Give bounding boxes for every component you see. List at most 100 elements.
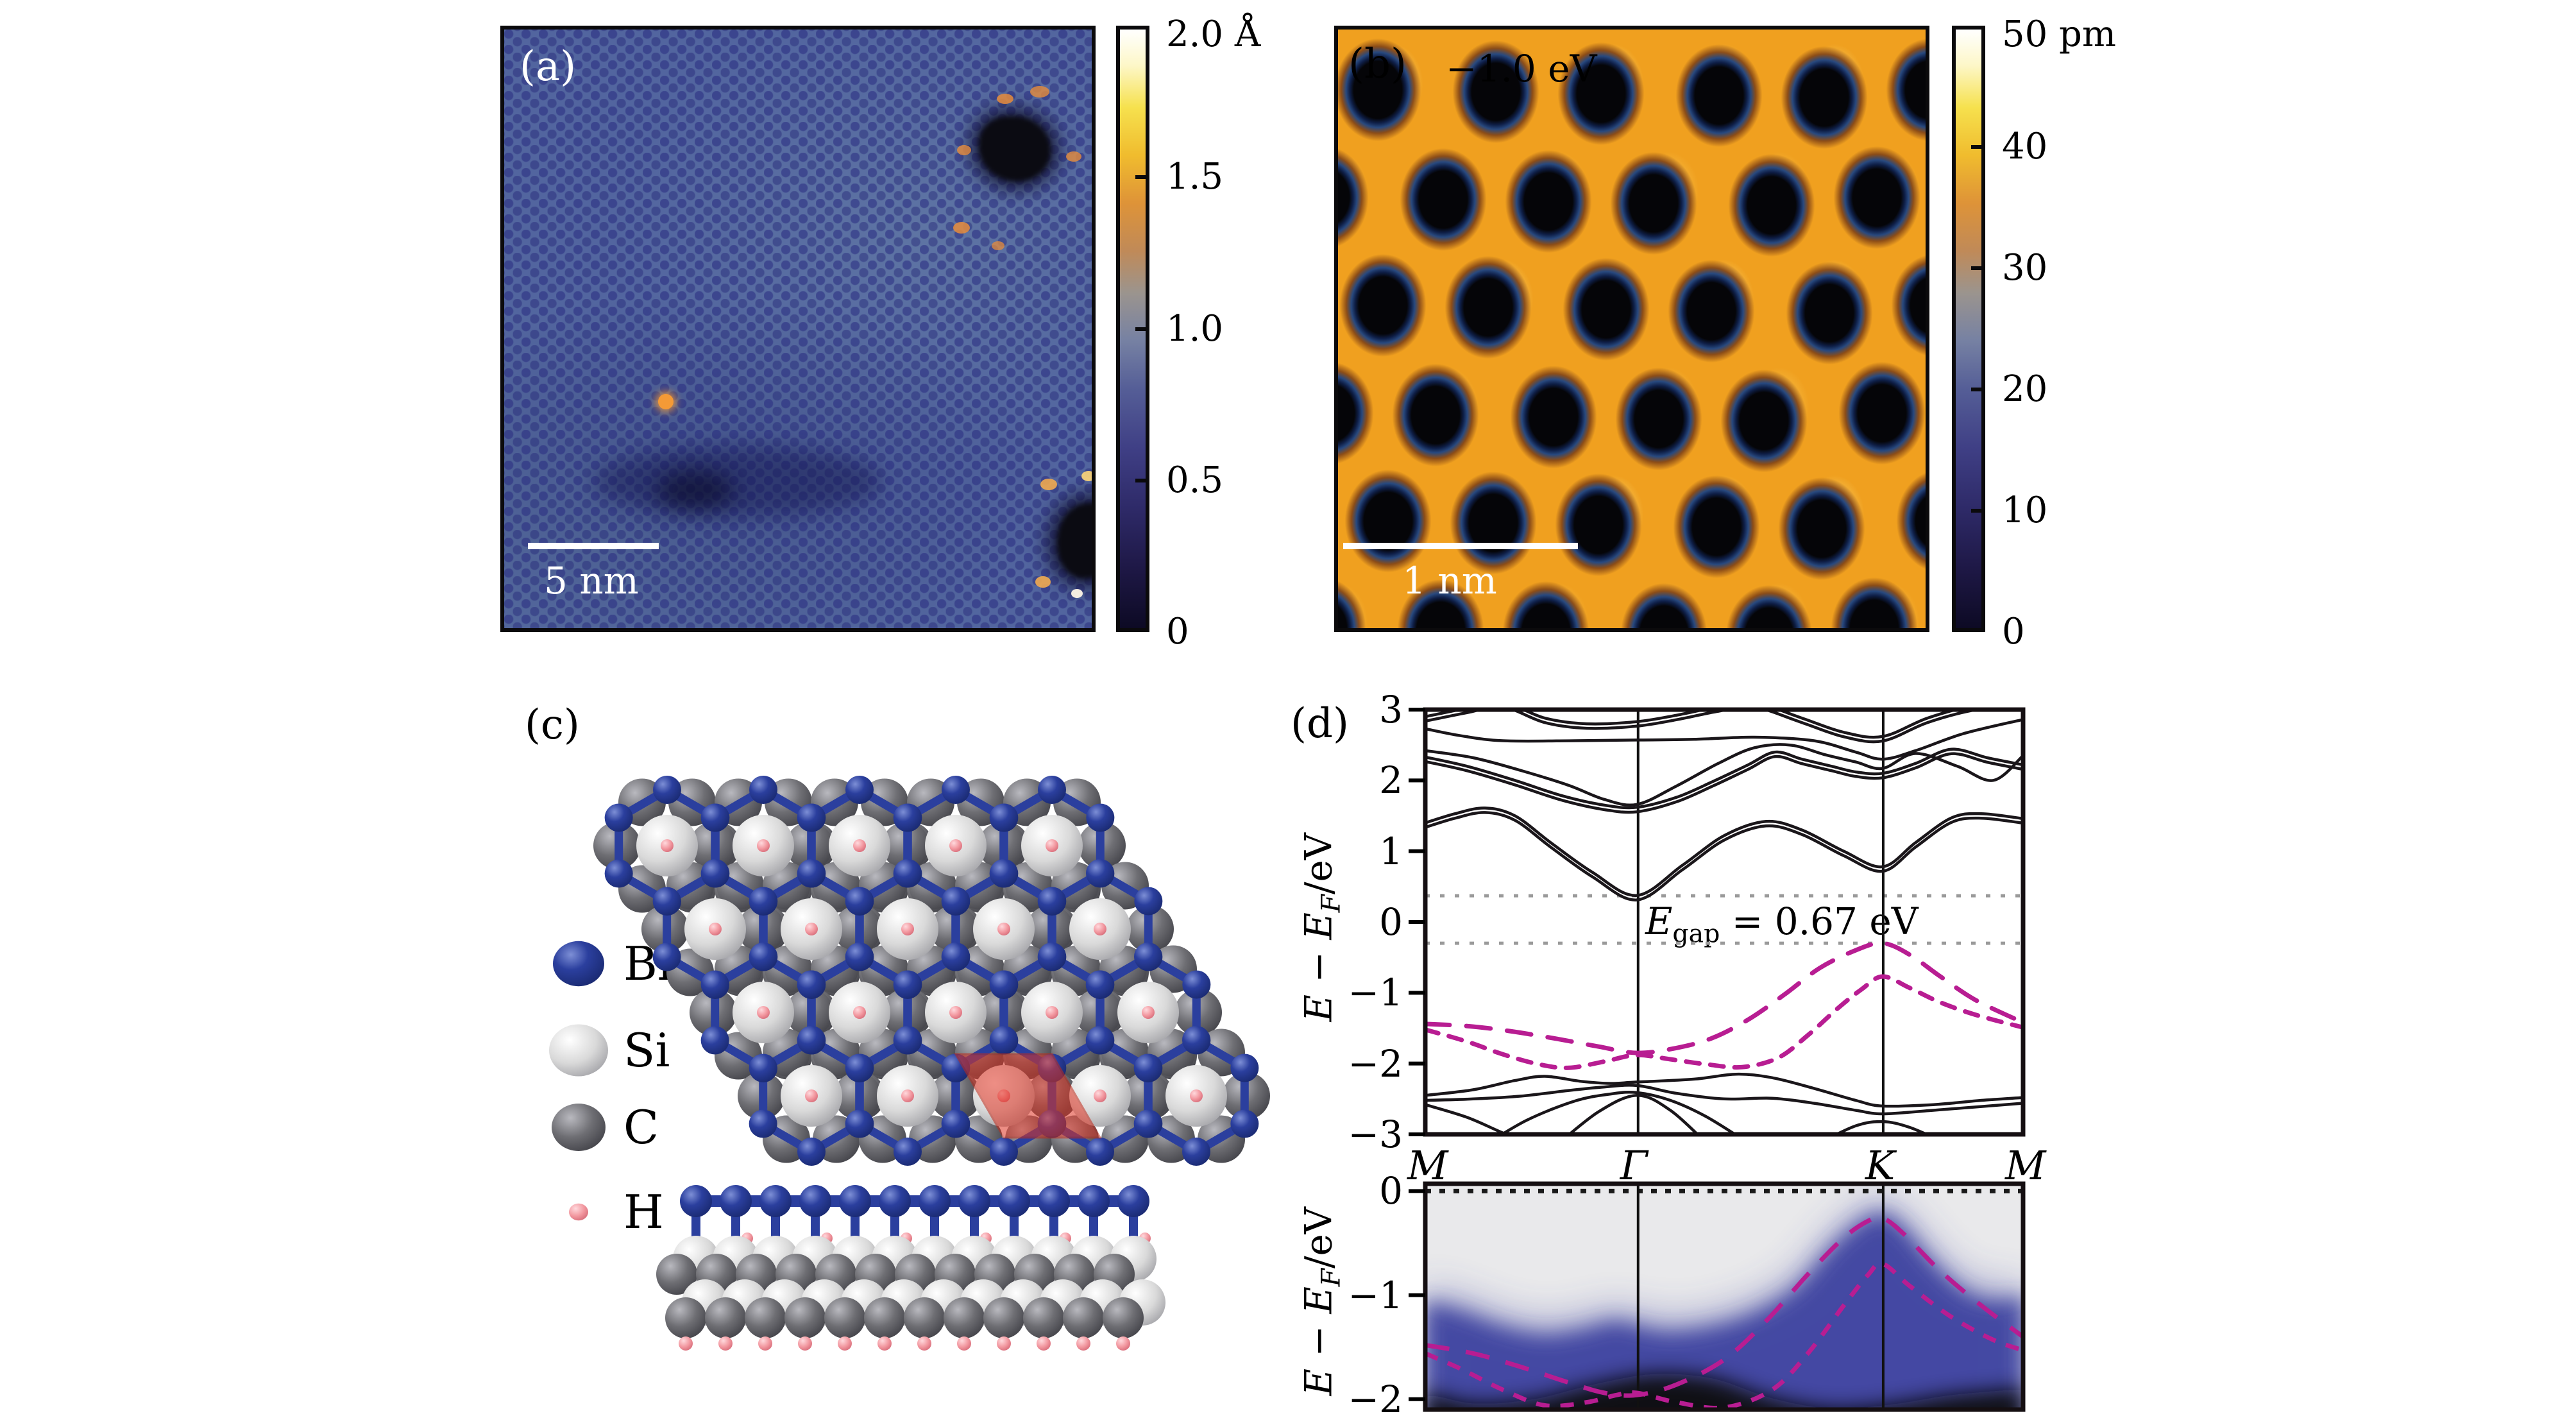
atom-bi — [1134, 1054, 1163, 1082]
atom-c — [813, 1028, 860, 1077]
arpes-ytick-label: −1 — [1348, 1273, 1403, 1317]
stm-lattice-hole — [1892, 464, 1926, 578]
atom-c — [982, 822, 1030, 869]
atom-bi — [894, 1026, 922, 1054]
defect-speckle — [1040, 479, 1057, 490]
defect-speckle — [1066, 151, 1081, 162]
atom-c — [859, 1028, 906, 1077]
colorbar-tick — [1971, 509, 1985, 513]
arpes-bi-band-overlay — [1425, 1215, 2023, 1398]
atom-c — [1099, 945, 1147, 993]
bi-bond-hexagon — [1096, 952, 1201, 1073]
stm-lattice-hole — [1616, 577, 1712, 628]
stm-lattice-hole — [1440, 250, 1536, 364]
atom-c — [1063, 1297, 1104, 1338]
atom-c — [666, 948, 714, 996]
atom-bi — [1038, 887, 1066, 916]
colorbar-tick-label: 1.5 — [1166, 156, 1224, 198]
atom-c — [982, 989, 1030, 1036]
dft-band-curve — [1425, 1072, 2023, 1108]
defect-speckle — [957, 145, 971, 155]
atom-bi — [1134, 943, 1162, 971]
stm-defect-blob — [979, 116, 1051, 182]
atom-si — [752, 1236, 799, 1282]
atom-h — [949, 839, 962, 852]
atom-c — [864, 1297, 905, 1338]
scale-bar-a — [528, 543, 659, 549]
atom-c — [1099, 1032, 1147, 1080]
atom-c — [1223, 1072, 1270, 1120]
atom-bi — [941, 1054, 970, 1082]
atom-bi — [941, 943, 970, 971]
atom-bi — [700, 970, 729, 999]
atom-bi — [1086, 859, 1115, 888]
bi-bond-hexagon — [951, 869, 1056, 989]
panel-c-label: (c) — [525, 701, 580, 749]
atom-h — [1060, 1233, 1071, 1244]
atom-c — [882, 989, 929, 1036]
colorbar-tick-label: 0 — [1166, 611, 1189, 653]
atom-c — [895, 1254, 936, 1295]
stm-lattice-hole — [1826, 572, 1922, 628]
atom-c — [1014, 1254, 1055, 1295]
atom-bi — [797, 1026, 826, 1054]
stm-dark-smudge — [594, 447, 883, 517]
atom-bi — [1038, 943, 1067, 971]
atom-c — [1149, 945, 1197, 993]
atom-h — [679, 1336, 693, 1351]
atom-c — [1094, 1254, 1135, 1295]
arpes-intensity-plot — [1409, 1181, 2026, 1412]
atom-bi — [749, 1054, 777, 1082]
atom-c — [715, 945, 762, 993]
atom-c — [930, 905, 978, 953]
atom-c — [1003, 945, 1051, 993]
atom-c — [1053, 1032, 1101, 1080]
atom-si — [1021, 982, 1083, 1043]
atom-c — [813, 1115, 860, 1163]
atom-c — [1101, 948, 1149, 996]
atom-c — [1078, 989, 1126, 1036]
colorbar-tick — [1135, 175, 1149, 180]
atom-bi — [894, 859, 922, 887]
arpes-black-region — [1425, 1374, 2023, 1410]
atom-c — [824, 1297, 865, 1338]
atom-c — [763, 1028, 810, 1077]
bi-band-curve — [1425, 941, 2023, 1055]
atom-bi — [797, 803, 826, 832]
defect-speckle — [992, 241, 1004, 250]
atom-c — [907, 1032, 954, 1080]
atom-c — [909, 1028, 956, 1077]
atom-bi — [942, 1109, 970, 1138]
atom-bi — [894, 1026, 922, 1055]
atom-bi — [1086, 971, 1114, 999]
stm-lattice-hole — [1881, 33, 1926, 147]
atom-bi — [845, 943, 874, 971]
atom-c — [838, 1072, 885, 1120]
scale-bar-b-label: 1 nm — [1402, 559, 1497, 602]
dft-band-curve — [1567, 1094, 1700, 1134]
atom-bi — [701, 803, 730, 832]
stm-lattice-hole — [1338, 141, 1373, 255]
atom-c — [736, 1254, 777, 1295]
dft-band-curve — [1425, 718, 2023, 761]
atom-si — [781, 898, 842, 960]
atom-c — [978, 822, 1026, 869]
arpes-ytick-label: −2 — [1348, 1377, 1403, 1421]
atom-h — [798, 1336, 812, 1351]
unit-cell-highlight — [954, 1053, 1102, 1139]
defect-speckle — [1030, 86, 1049, 98]
atom-bi — [797, 970, 826, 999]
atom-bi — [749, 943, 778, 971]
atom-si — [1069, 1065, 1131, 1127]
atom-c — [813, 948, 860, 996]
atom-bi — [919, 1185, 951, 1217]
atom-bi — [990, 859, 1019, 888]
atom-bi — [720, 1185, 752, 1217]
arpes-ytick-label: 0 — [1379, 1169, 1403, 1213]
atom-c — [907, 865, 954, 913]
atom-c — [957, 945, 1004, 993]
atom-c — [1053, 945, 1101, 993]
scale-bar-a-label: 5 nm — [544, 559, 639, 602]
atom-c — [859, 948, 906, 996]
